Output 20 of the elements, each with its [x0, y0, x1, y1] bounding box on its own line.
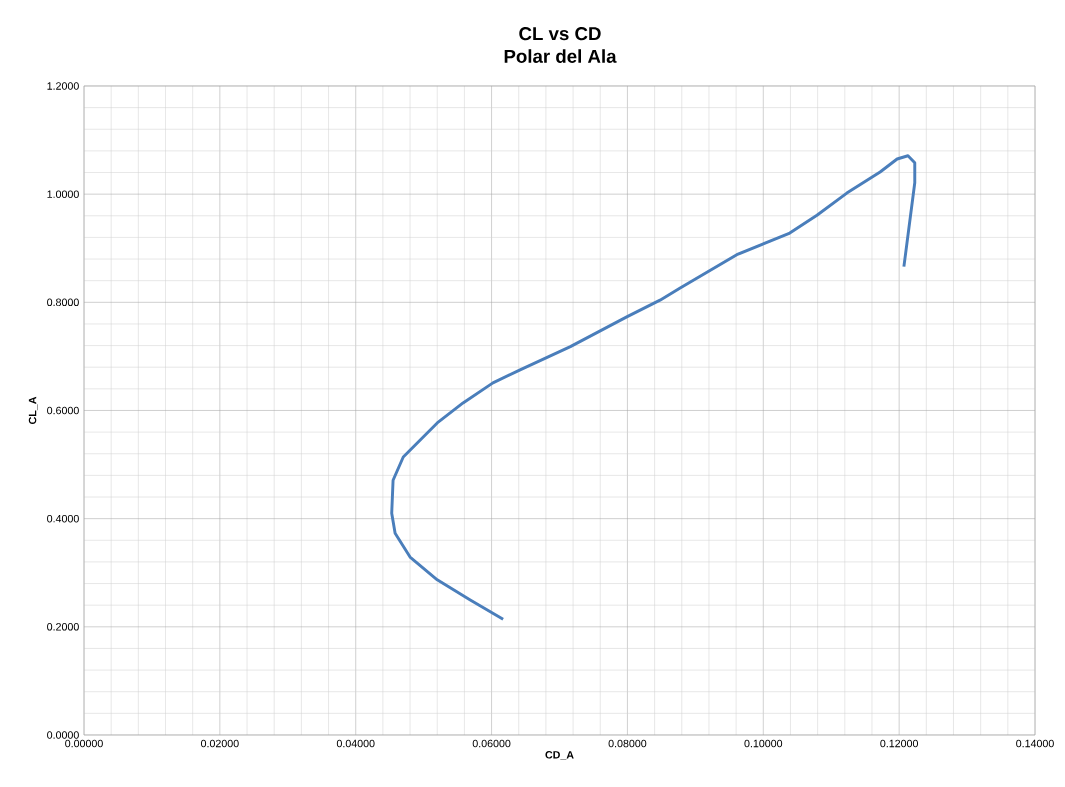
x-tick-label: 0.14000	[1016, 739, 1054, 748]
chart-subtitle: Polar del Ala	[504, 49, 617, 63]
y-tick-label: 1.0000	[47, 190, 79, 198]
y-tick-label: 0.2000	[47, 623, 79, 631]
chart-title: CL vs CD	[519, 27, 601, 41]
y-tick-label: 0.8000	[47, 298, 79, 307]
y-tick-label: 0.6000	[47, 406, 79, 415]
x-tick-label: 0.00000	[65, 739, 103, 748]
x-tick-label: 0.04000	[336, 739, 375, 748]
x-tick-label: 0.02000	[201, 739, 239, 748]
x-tick-label: 0.08000	[608, 739, 647, 748]
x-axis-title: CD_A	[545, 751, 574, 760]
x-tick-label: 0.06000	[472, 739, 511, 748]
x-tick-label: 0.12000	[880, 739, 919, 748]
y-tick-label: 0.4000	[47, 514, 79, 523]
x-tick-label: 0.10000	[744, 739, 783, 748]
y-tick-label: 1.2000	[47, 82, 79, 90]
y-axis-title: CL_A	[28, 396, 38, 424]
y-tick-label: 0.0000	[47, 731, 79, 739]
line-series	[390, 154, 917, 621]
